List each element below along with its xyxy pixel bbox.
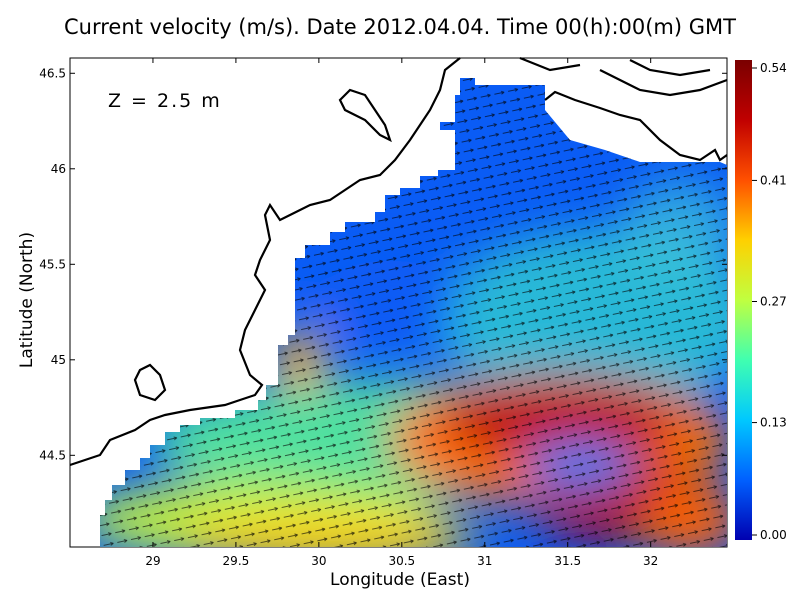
x-tick-label: 29.5 bbox=[223, 554, 250, 568]
title: Current velocity (m/s). Date 2012.04.04.… bbox=[64, 15, 736, 39]
colorbar-tick-label: 0.54 bbox=[760, 61, 787, 75]
coastline bbox=[69, 56, 728, 467]
colorbar-tick-label: 0.13 bbox=[760, 416, 787, 430]
colorbar-tick-label: 0.41 bbox=[760, 173, 787, 187]
y-tick-label: 45.5 bbox=[39, 257, 66, 271]
x-axis-label: Longitude (East) bbox=[330, 570, 470, 590]
x-tick-label: 31.5 bbox=[554, 554, 581, 568]
colorbar bbox=[735, 60, 752, 540]
x-tick-label: 29 bbox=[145, 554, 160, 568]
colorbar-tick-label: 0.00 bbox=[760, 528, 787, 542]
x-tick-label: 30 bbox=[311, 554, 326, 568]
y-tick-label: 45 bbox=[51, 353, 66, 367]
y-tick-label: 44.5 bbox=[39, 448, 66, 462]
y-tick-label: 46.5 bbox=[39, 66, 66, 80]
y-tick-label: 46 bbox=[51, 162, 66, 176]
x-tick-label: 31 bbox=[477, 554, 492, 568]
colorbar-tick-label: 0.27 bbox=[760, 295, 787, 309]
x-tick-label: 32 bbox=[643, 554, 658, 568]
depth-annotation: Z = 2.5 m bbox=[108, 90, 222, 112]
y-axis-label: Latitude (North) bbox=[17, 232, 37, 368]
x-tick-label: 30.5 bbox=[388, 554, 415, 568]
